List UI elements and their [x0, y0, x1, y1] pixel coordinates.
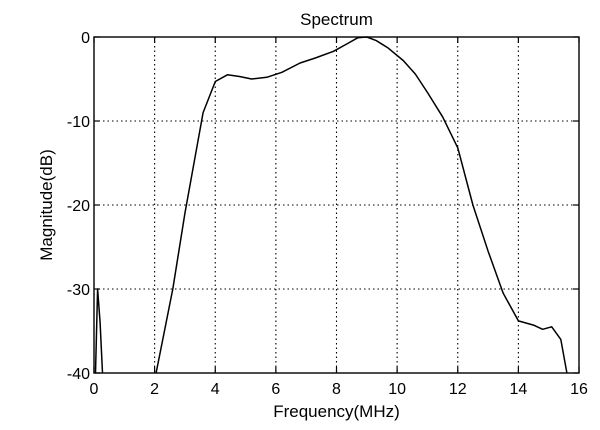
x-axis-title: Frequency(MHz) [273, 402, 400, 421]
y-tick-label: -20 [67, 198, 90, 215]
y-tick-label: -40 [67, 366, 90, 383]
y-tick-labels: 0 -10 -20 -30 -40 [67, 30, 90, 383]
y-tick-label: -10 [67, 114, 90, 131]
x-tick-label: 4 [211, 381, 220, 398]
x-tick-label: 14 [509, 381, 527, 398]
tick-marks [93, 36, 580, 374]
y-axis-title: Magnitude(dB) [37, 149, 56, 261]
x-tick-label: 0 [90, 381, 99, 398]
grid [94, 37, 579, 373]
x-tick-label: 10 [388, 381, 406, 398]
low-frequency-series-line [94, 288, 104, 374]
x-tick-labels: 0 2 4 6 8 10 12 14 16 [90, 381, 588, 398]
x-tick-label: 6 [271, 381, 280, 398]
y-tick-label: -30 [67, 282, 90, 299]
x-tick-label: 12 [449, 381, 467, 398]
x-tick-label: 16 [570, 381, 588, 398]
y-tick-label: 0 [81, 30, 90, 47]
chart-title: Spectrum [300, 10, 373, 29]
x-tick-label: 2 [150, 381, 159, 398]
x-tick-label: 8 [332, 381, 341, 398]
